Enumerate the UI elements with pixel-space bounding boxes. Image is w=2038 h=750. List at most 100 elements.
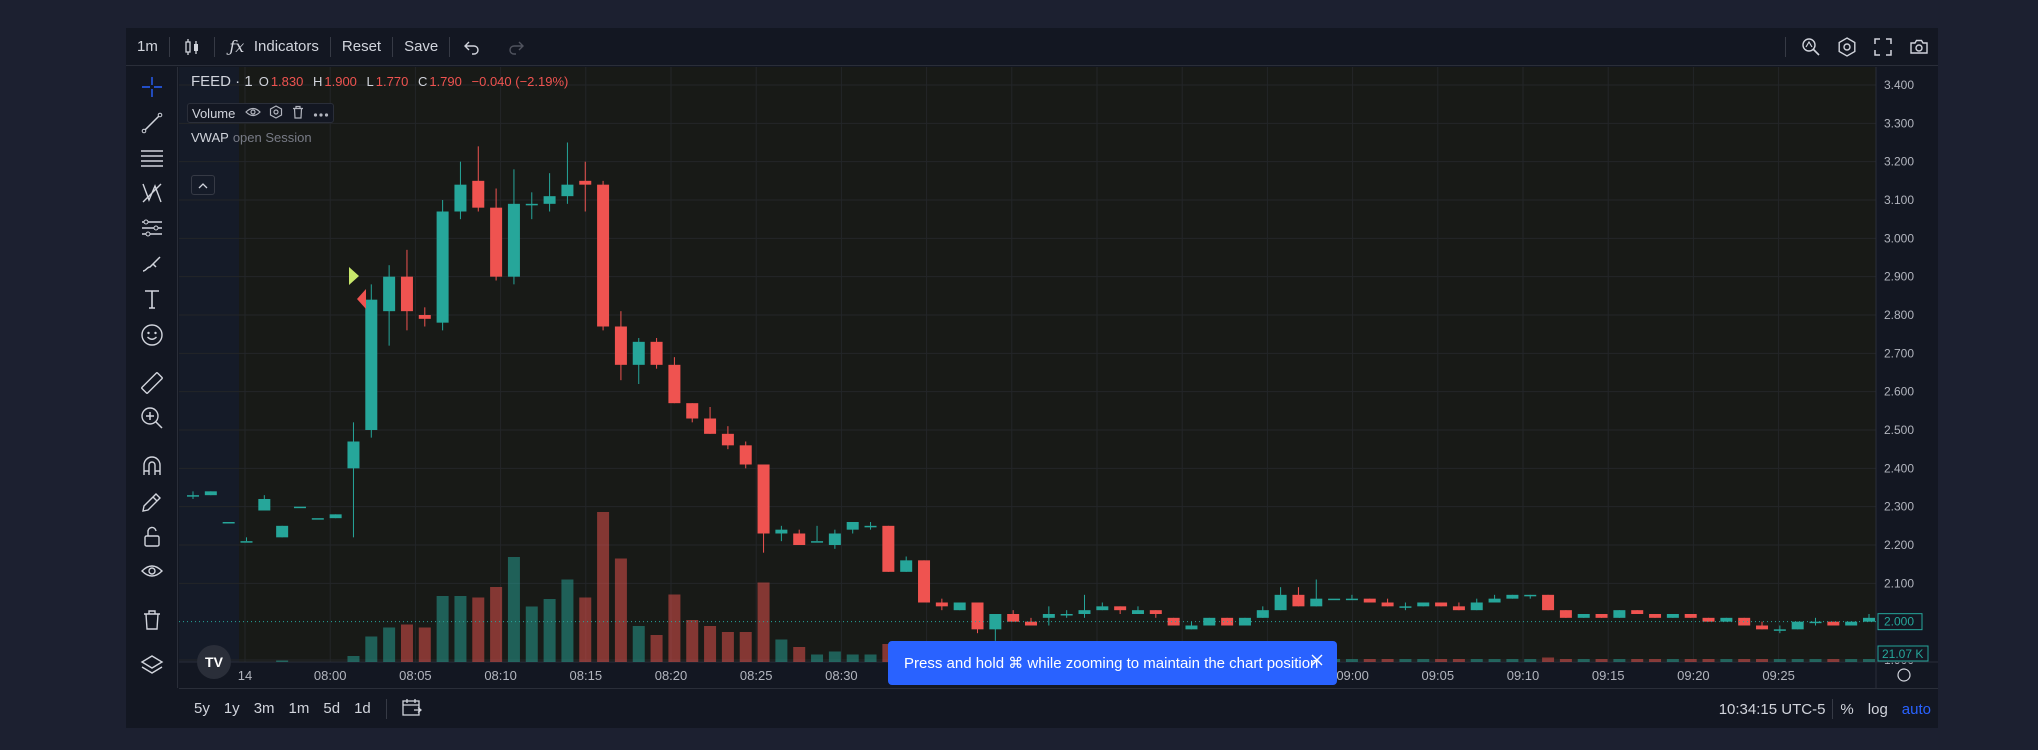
trash-icon[interactable] <box>291 105 305 122</box>
candle-body <box>418 315 431 319</box>
redo-button[interactable] <box>494 28 538 66</box>
eye-icon[interactable] <box>245 106 262 121</box>
settings-icon[interactable] <box>1836 36 1858 58</box>
trash-icon <box>140 608 164 637</box>
volume-bar <box>1863 659 1875 662</box>
candle-body <box>240 541 253 543</box>
tradingview-logo[interactable]: TV <box>197 645 231 679</box>
projection-tool[interactable] <box>138 216 166 244</box>
redo-icon <box>505 36 527 58</box>
trend-line-tool[interactable] <box>138 111 166 139</box>
range-button-5d[interactable]: 5d <box>323 700 341 717</box>
range-button-1d[interactable]: 1d <box>354 700 371 717</box>
candle-body <box>828 533 841 545</box>
clock[interactable]: 10:34:15 UTC-5 <box>1718 700 1826 718</box>
volume-bar <box>1738 659 1751 662</box>
goto-date-button[interactable] <box>395 689 429 729</box>
range-button-5y[interactable]: 5y <box>194 700 210 717</box>
percent-toggle[interactable]: % <box>1840 700 1854 718</box>
price-tick-label: 3.100 <box>1884 193 1914 207</box>
more-icon[interactable] <box>313 106 329 121</box>
candle-body <box>258 499 271 511</box>
text-tool[interactable] <box>138 287 166 315</box>
candle-body <box>365 299 378 430</box>
crosshair-tool[interactable] <box>138 75 166 103</box>
chart-pane[interactable]: 3.400 3.300 3.200 3.100 3.000 2.900 2.800 2.700… <box>179 67 1938 688</box>
axis-settings-icon[interactable] <box>1897 668 1911 682</box>
candle-body <box>1595 614 1608 618</box>
candle-body <box>918 560 931 603</box>
volume-bar <box>721 632 734 662</box>
search-zoom-icon[interactable] <box>1800 36 1822 58</box>
log-toggle[interactable]: log <box>1867 700 1888 718</box>
volume-bar <box>1524 659 1537 662</box>
emoji-tool[interactable] <box>138 323 166 351</box>
chevron-up-icon <box>198 176 208 194</box>
volume-bar <box>1435 659 1448 662</box>
range-button-3m[interactable]: 3m <box>253 700 275 717</box>
symbol-title[interactable]: FEED · 1 <box>191 73 253 90</box>
brush-icon <box>140 252 164 281</box>
toolbar-divider <box>385 698 387 719</box>
range-button-1y[interactable]: 1y <box>223 700 240 717</box>
remove-drawings-tool[interactable] <box>138 608 166 636</box>
measure-tool[interactable] <box>138 371 166 399</box>
range-button-1m[interactable]: 1m <box>288 700 310 717</box>
volume-bar <box>507 557 520 662</box>
price-tick-label: 2.200 <box>1884 538 1914 552</box>
candle-body <box>953 602 966 611</box>
price-tick-label: 2.300 <box>1884 500 1914 514</box>
plot-background <box>179 67 1876 662</box>
candle-body <box>1506 594 1519 599</box>
candle-body <box>971 602 984 630</box>
candle-body <box>1417 602 1430 607</box>
volume-bar <box>668 594 681 662</box>
close-icon[interactable] <box>1307 650 1327 670</box>
stay-in-drawing-mode-tool[interactable] <box>138 490 166 518</box>
volume-indicator-legend[interactable]: Volume <box>187 103 335 123</box>
lock-drawings-tool[interactable] <box>138 525 166 553</box>
candle-body <box>1559 610 1572 618</box>
volume-bar <box>543 599 556 662</box>
candle-body <box>811 541 824 543</box>
magnet-icon <box>140 454 164 483</box>
candle-body <box>222 522 235 524</box>
volume-bar <box>1542 657 1555 662</box>
premarket-shade <box>179 67 239 662</box>
pattern-tool[interactable] <box>138 181 166 209</box>
indicators-button[interactable]: ƒx Indicators <box>215 28 330 66</box>
vwap-indicator-legend[interactable]: VWAP open Session <box>191 127 312 147</box>
time-tick-label: 08:30 <box>825 668 858 683</box>
collapse-legend-button[interactable] <box>191 175 215 195</box>
candle-body <box>1042 614 1055 618</box>
volume-bar <box>811 654 824 662</box>
toolbar-divider <box>329 36 331 57</box>
volume-bar <box>1363 659 1376 662</box>
candle-body <box>1363 598 1376 603</box>
ruler-icon <box>140 371 164 400</box>
reset-button[interactable]: Reset <box>331 28 392 66</box>
calendar-icon <box>402 698 422 720</box>
chart-type-button[interactable] <box>170 28 214 66</box>
candle-body <box>864 525 877 528</box>
settings-icon[interactable] <box>269 104 283 122</box>
volume-bar <box>418 627 431 662</box>
interval-button[interactable]: 1m <box>126 28 169 66</box>
fullscreen-icon[interactable] <box>1872 36 1894 58</box>
volume-bar <box>775 639 788 662</box>
magnet-tool[interactable] <box>138 454 166 482</box>
hide-drawings-tool[interactable] <box>138 559 166 587</box>
high-value: 1.900 <box>324 74 357 89</box>
price-tick-label: 2.700 <box>1884 346 1914 360</box>
auto-toggle[interactable]: auto <box>1901 700 1931 718</box>
undo-button[interactable] <box>450 28 494 66</box>
brush-tool[interactable] <box>138 252 166 280</box>
horizontal-lines-tool[interactable] <box>138 146 166 174</box>
save-button[interactable]: Save <box>393 28 449 66</box>
price-tick-label: 3.300 <box>1884 116 1914 130</box>
price-tick-label: 2.500 <box>1884 423 1914 437</box>
zoom-in-tool[interactable] <box>138 406 166 434</box>
camera-icon[interactable] <box>1908 36 1930 58</box>
object-tree-tool[interactable] <box>138 653 166 681</box>
price-chart[interactable]: 3.400 3.300 3.200 3.100 3.000 2.900 2.800 2.700… <box>179 67 1938 688</box>
